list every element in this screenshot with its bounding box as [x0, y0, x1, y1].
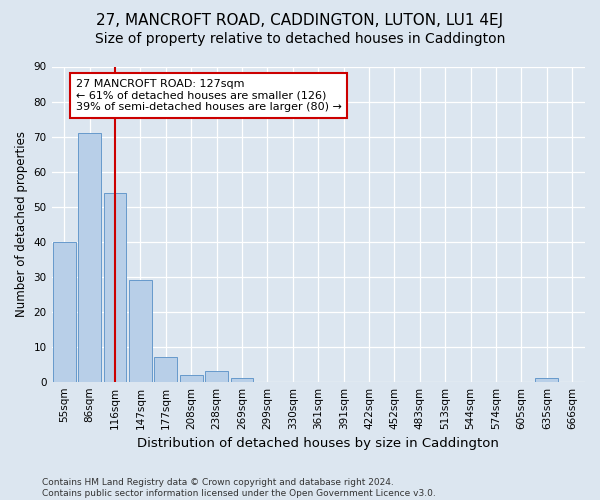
- Bar: [53, 242, 76, 382]
- Text: Size of property relative to detached houses in Caddington: Size of property relative to detached ho…: [95, 32, 505, 46]
- Bar: [205, 371, 228, 382]
- Bar: [535, 378, 559, 382]
- Text: Contains HM Land Registry data © Crown copyright and database right 2024.
Contai: Contains HM Land Registry data © Crown c…: [42, 478, 436, 498]
- Bar: [129, 280, 152, 382]
- X-axis label: Distribution of detached houses by size in Caddington: Distribution of detached houses by size …: [137, 437, 499, 450]
- Text: 27, MANCROFT ROAD, CADDINGTON, LUTON, LU1 4EJ: 27, MANCROFT ROAD, CADDINGTON, LUTON, LU…: [97, 12, 503, 28]
- Bar: [230, 378, 253, 382]
- Bar: [104, 192, 127, 382]
- Bar: [180, 374, 203, 382]
- Bar: [154, 357, 177, 382]
- Y-axis label: Number of detached properties: Number of detached properties: [15, 131, 28, 317]
- Bar: [78, 133, 101, 382]
- Text: 27 MANCROFT ROAD: 127sqm
← 61% of detached houses are smaller (126)
39% of semi-: 27 MANCROFT ROAD: 127sqm ← 61% of detach…: [76, 79, 341, 112]
